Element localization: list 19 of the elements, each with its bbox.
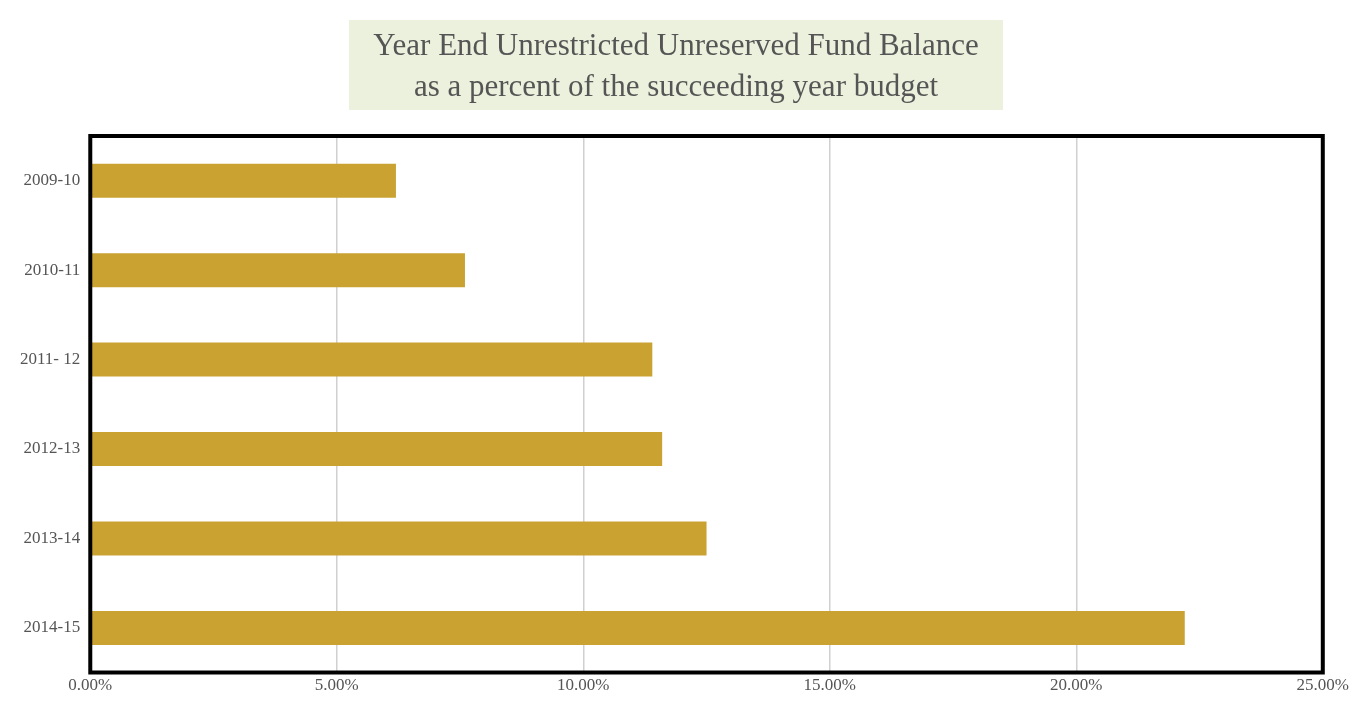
chart-title: Year End Unrestricted Unreserved Fund Balance as a percent of the succeeding year budget: [349, 20, 1003, 110]
x-tick-label: 25.00%: [1296, 675, 1350, 695]
x-tick-label: 20.00%: [1050, 675, 1103, 695]
x-tick-label: 10.00%: [557, 675, 610, 695]
bar: [91, 253, 465, 288]
y-tick-label: 2011- 12: [20, 349, 81, 369]
x-tick-label: 5.00%: [314, 675, 359, 695]
x-tick-label: 15.00%: [803, 675, 856, 695]
bar: [91, 432, 663, 467]
bar: [91, 163, 396, 198]
y-tick-label: 2013-14: [23, 527, 81, 547]
bar: [91, 521, 707, 556]
x-tick-label: 0.00%: [68, 675, 113, 695]
y-tick-label: 2012-13: [23, 438, 81, 458]
bar: [91, 342, 653, 377]
y-tick-label: 2009-10: [23, 170, 81, 190]
y-tick-label: 2010-11: [24, 259, 81, 279]
y-tick-label: 2014-15: [23, 617, 81, 637]
bar: [91, 610, 1185, 645]
